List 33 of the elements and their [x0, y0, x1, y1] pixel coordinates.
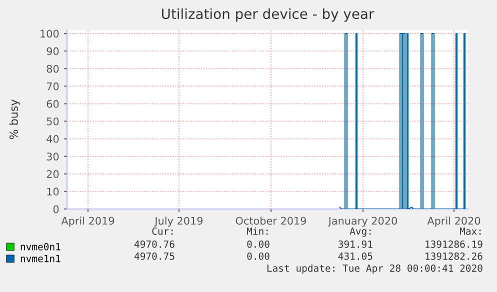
- x-tick-label: April 2020: [427, 216, 480, 227]
- text: Cur:: [152, 227, 173, 235]
- legend-label: nvme0n1: [20, 242, 60, 250]
- text: 1391286.19: [426, 240, 482, 248]
- text: Last update: Tue Apr 28 00:00:41 2020: [267, 264, 482, 274]
- x-tick-label: April 2019: [61, 216, 114, 227]
- text: 4970.76: [134, 240, 174, 248]
- text: Max:: [460, 228, 481, 235]
- y-tick-label: 0: [53, 205, 59, 214]
- y-tick-label: 60: [46, 100, 59, 108]
- text: 0.00: [247, 252, 270, 260]
- chart-title: Utilization per device - by year: [162, 8, 374, 22]
- legend-label: nvme1n1: [20, 255, 60, 262]
- y-tick-label: 100: [40, 30, 59, 38]
- y-tick-label: 10: [47, 188, 59, 196]
- y-axis-title: % busy: [9, 100, 20, 140]
- text: 391.91: [338, 240, 372, 248]
- x-tick-label: October 2019: [236, 216, 306, 225]
- text: 431.05: [338, 252, 372, 260]
- y-tick-label: 20: [46, 170, 59, 178]
- text: Min:: [246, 227, 268, 235]
- x-tick-label: January 2020: [328, 216, 397, 227]
- y-tick-label: 70: [46, 82, 59, 90]
- y-tick-label: 90: [46, 47, 59, 56]
- x-tick-label: July 2019: [154, 216, 203, 227]
- text: 1391282.26: [426, 252, 482, 260]
- y-tick-label: 30: [46, 152, 59, 160]
- text: 0.00: [247, 240, 270, 248]
- text: Avg:: [350, 228, 371, 237]
- text: 4970.75: [134, 252, 174, 260]
- y-tick-label: 40: [46, 135, 59, 143]
- y-tick-label: 50: [46, 117, 59, 126]
- y-tick-label: 80: [46, 64, 59, 73]
